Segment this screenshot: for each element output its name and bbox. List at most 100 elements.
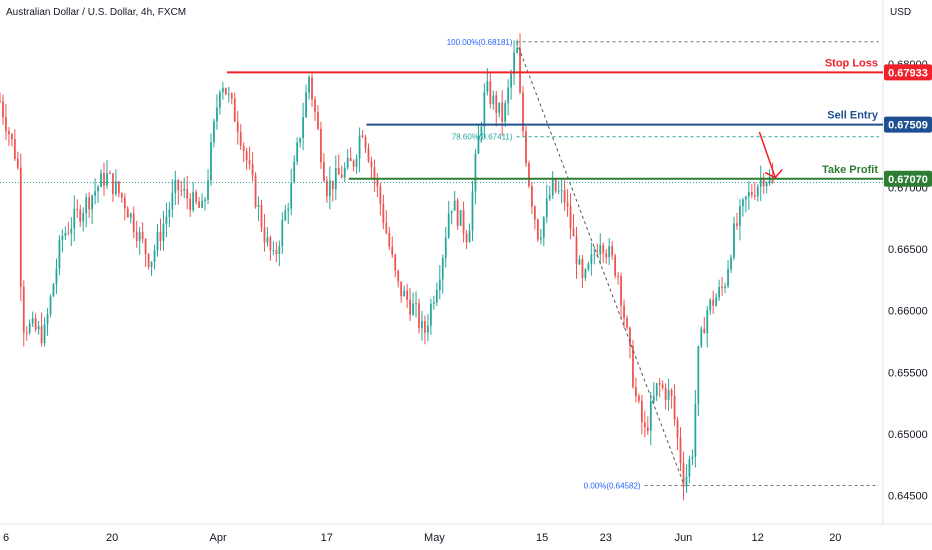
candle-body [397,270,400,282]
candle-body [5,117,7,132]
candle-body [599,245,602,255]
candle-body [412,303,414,315]
candle-body [266,237,269,243]
candle-body [201,200,203,208]
candle-body [661,384,664,388]
candle-body [403,290,406,297]
candle-body [459,210,462,226]
candle-body [106,172,108,186]
candle-body [340,174,343,178]
candle-body [682,463,685,487]
candle-body [254,175,257,207]
currency-label: USD [890,7,911,18]
candle-body [177,180,180,191]
fibonacci-level-label: 0.00%(0.64582) [584,482,641,491]
candle-body [224,87,227,95]
candle-body [13,139,16,159]
trade-level-name: Sell Entry [827,110,879,122]
candle-body [22,286,25,333]
candle-body [135,231,138,242]
candle-body [602,245,605,254]
x-tick-label: May [424,532,445,544]
candle-body [394,254,397,271]
candle-body [287,208,290,211]
candle-body [58,239,61,269]
candle-body [453,200,456,211]
candle-body [10,134,13,140]
price-badge [884,170,932,187]
candle-body [718,286,721,298]
candle-body [275,250,278,255]
candle-body [37,326,40,330]
candle-body [28,323,31,333]
candle-body [593,254,596,256]
candle-body [435,290,438,303]
x-tick-label: 12 [751,532,763,544]
candle-body [640,400,643,423]
candle-body [379,186,382,204]
candle-body [697,346,700,404]
candle-body [391,246,394,255]
candle-body [551,179,554,196]
projection-arrow-shaft [758,131,776,178]
candle-body [608,246,611,258]
candle-body [213,121,215,143]
candle-body [94,191,96,196]
candle-body [364,137,367,149]
x-tick-label: 15 [536,532,548,544]
candle-body [685,476,688,487]
candle-body [563,190,566,203]
candle-body [528,163,530,187]
y-tick-label: 0.65500 [888,367,928,379]
candle-body [308,77,310,93]
candle-body [539,237,542,240]
candle-body [429,303,432,326]
candle-body [192,191,195,211]
candle-body [370,161,373,168]
candle-body [424,321,426,333]
candle-body [153,250,156,262]
price-badge-value: 0.67933 [888,67,928,79]
candle-body [736,223,738,226]
candle-body [536,219,539,240]
candle-body [489,81,492,105]
candle-body [269,237,272,251]
candle-body [296,142,299,162]
candle-body [325,180,328,197]
candle-body [382,203,385,224]
candle-body [117,181,120,194]
candle-body [635,387,637,396]
candle-body [233,98,236,122]
candle-body [61,235,64,240]
candle-body [679,437,682,464]
candle-body [542,217,545,238]
candle-body [427,325,429,333]
candle-body [73,208,76,229]
candle-body [361,135,364,138]
x-tick-label: 23 [600,532,612,544]
candle-body [495,95,498,113]
candle-body [376,178,379,187]
candle-body [462,210,465,234]
candle-body [343,167,346,178]
candle-body [64,232,67,236]
price-badge [884,64,932,81]
candle-body [358,135,361,159]
candle-body [584,269,587,279]
candle-body [112,173,114,195]
candle-body [646,427,649,431]
candle-body [658,383,661,385]
candle-body [753,195,756,197]
candle-body [700,328,703,347]
candle-body [406,290,409,300]
x-tick-label: Jun [675,532,693,544]
candle-body [655,383,658,396]
candle-body [355,158,358,167]
candle-body [19,167,22,287]
candle-body [260,205,263,228]
candle-body [150,261,153,268]
candle-body [590,254,593,264]
candle-body [171,192,174,210]
